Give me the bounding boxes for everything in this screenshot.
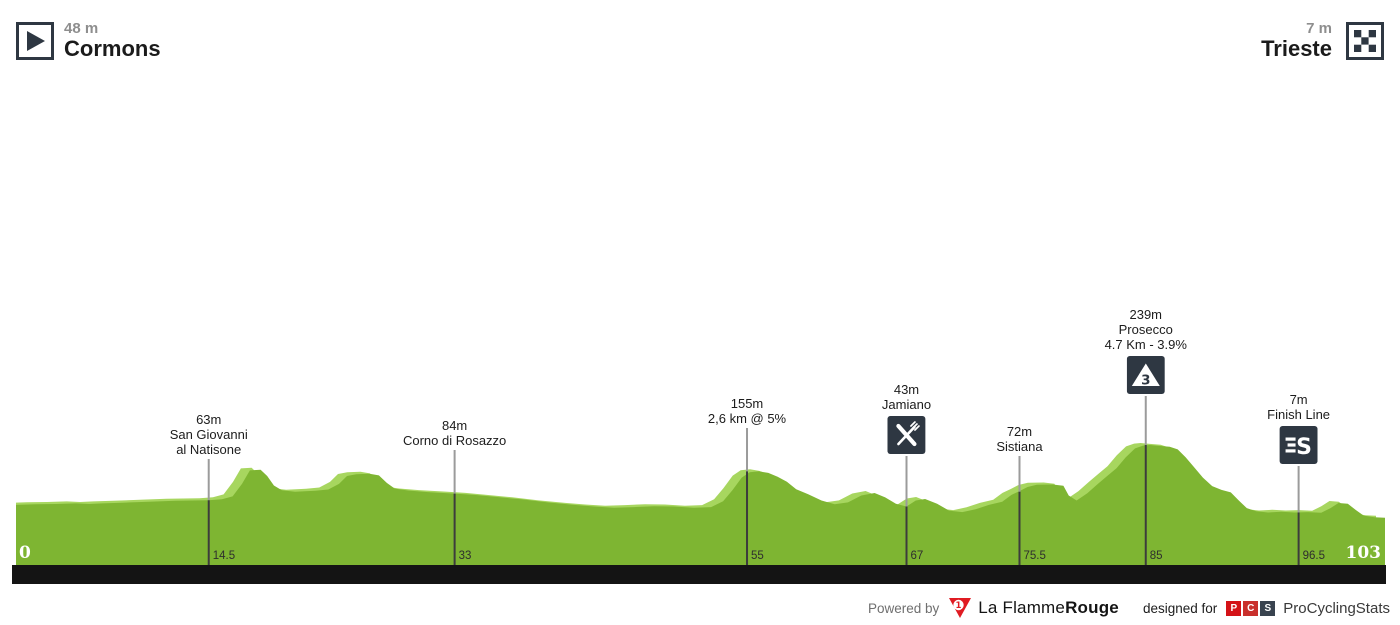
distance-tick-33: 33 (458, 550, 472, 562)
pcs-letter-s: S (1260, 600, 1276, 616)
annotation-corno-di-rosazzo: 84m Corno di Rosazzo (403, 418, 506, 448)
distance-tick-96.5: 96.5 (1302, 550, 1325, 562)
distance-tick-67: 67 (910, 550, 924, 562)
annotation-text: 2,6 km @ 5% (707, 411, 787, 426)
svg-text:S: S (1296, 435, 1312, 460)
annotation-text: 4.7 Km - 3.9% (1104, 337, 1187, 352)
start-elevation: 48 m (64, 20, 99, 37)
start-town: Cormons (64, 36, 161, 61)
annotation-text: Finish Line (1267, 407, 1331, 422)
annotation-text: 43m (893, 382, 920, 397)
lfr-wordmark: La FlammeRouge (978, 598, 1119, 617)
pcs-letter-p: P (1226, 600, 1242, 616)
annotation-text: 155m (730, 396, 764, 411)
annotation-text: Prosecco (1118, 322, 1173, 337)
start-endpoint: 48 m Cormons (64, 20, 161, 61)
annotation-4-7-km-3-9-: 239m Prosecco 4.7 Km - 3.9% 3 (1105, 307, 1187, 399)
svg-text:1: 1 (956, 601, 962, 611)
annotation-text: Jamiano (881, 397, 932, 412)
annotation-text: 72m (1006, 424, 1033, 439)
annotation-text: 84m (441, 418, 468, 433)
baseline-bar (12, 565, 1386, 584)
annotation-jamiano: 43m Jamiano (882, 382, 931, 459)
annotation-text: al Natisone (176, 442, 242, 457)
pcs-letter-c: C (1243, 600, 1259, 616)
annotation-text: Corno di Rosazzo (402, 433, 507, 448)
distance-tick-14.5: 14.5 (212, 550, 236, 562)
marker-lines (207, 396, 1300, 565)
feed-zone-icon (887, 416, 926, 454)
annotation-text: 239m (1129, 307, 1163, 322)
finish-line-sprint-icon: S (1279, 426, 1318, 464)
annotation-text: San Giovanni (169, 427, 248, 442)
finish-endpoint: 7 m Trieste (1261, 20, 1332, 61)
annotation-al-natisone: 63m San Giovanni al Natisone (170, 412, 248, 457)
annotation-text: 63m (196, 412, 222, 427)
svg-text:3: 3 (1141, 373, 1150, 389)
pcs-wordmark: ProCyclingStats (1283, 599, 1390, 617)
finish-flag-icon (1346, 22, 1384, 60)
distance-tick-0: 0 (19, 543, 31, 563)
annotation-text: Sistiana (996, 439, 1043, 454)
distance-tick-85: 85 (1149, 550, 1163, 562)
annotation-2-6-km-5-: 155m 2,6 km @ 5% (708, 396, 786, 426)
annotation-sistiana: 72m Sistiana (996, 424, 1042, 454)
finish-town: Trieste (1261, 36, 1332, 61)
powered-by-label: Powered by (867, 600, 940, 616)
annotation-finish-line: 7m Finish Line S (1267, 392, 1330, 469)
start-flag-icon (16, 22, 54, 60)
profile-area (16, 445, 1385, 565)
la-flamme-rouge-logo[interactable]: 1 La FlammeRouge (948, 597, 1119, 619)
category-3-climb-icon: 3 (1126, 356, 1165, 394)
distance-tick-55: 55 (751, 550, 764, 562)
distance-tick-75.5: 75.5 (1023, 550, 1046, 562)
designed-for-label: designed for (1142, 600, 1218, 616)
lfr-triangle-icon: 1 (949, 598, 972, 618)
finish-elevation: 7 m (1306, 20, 1332, 37)
distance-tick-103: 103 (1345, 543, 1382, 563)
footer-credits: Powered by 1 La FlammeRouge designed for… (868, 595, 1390, 621)
annotation-text: 7m (1289, 392, 1308, 407)
